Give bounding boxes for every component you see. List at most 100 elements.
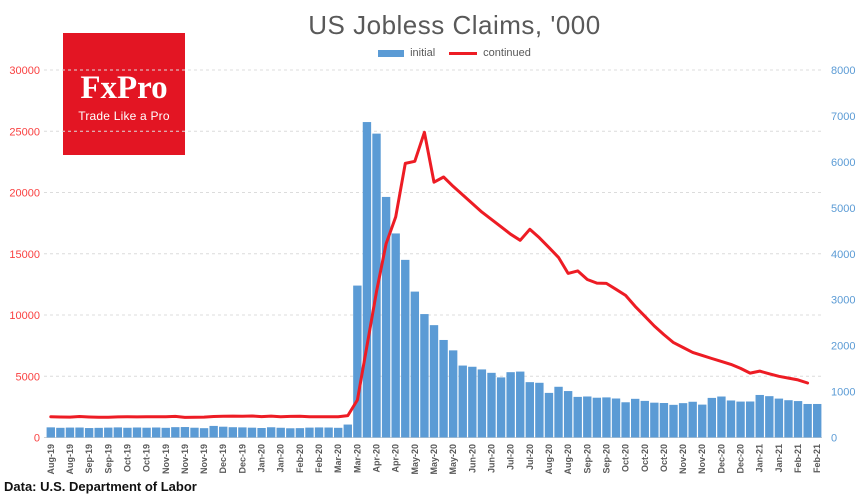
bar-initial	[448, 350, 458, 438]
right-axis-tick-label: 2000	[831, 341, 855, 353]
bar-initial	[113, 427, 123, 438]
bar-initial	[640, 400, 649, 438]
bar-initial	[228, 427, 237, 438]
bar-initial	[563, 391, 573, 438]
bar-initial	[525, 382, 534, 438]
fxpro-logo: FxPro Trade Like a Pro	[63, 33, 185, 155]
bar-initial	[286, 428, 295, 438]
x-tick-label: Nov-20	[697, 444, 707, 474]
bar-initial	[736, 401, 745, 438]
right-axis-tick-label: 3000	[831, 295, 855, 307]
x-tick-label: Jan-20	[257, 444, 267, 473]
bar-initial	[84, 428, 94, 438]
x-tick-label: Nov-19	[161, 444, 171, 474]
bar-initial	[496, 377, 506, 438]
bar-initial	[190, 427, 199, 438]
bar-initial	[650, 402, 659, 438]
bar-initial	[391, 233, 400, 438]
bar-initial	[104, 427, 113, 438]
bar-initial	[621, 402, 630, 438]
legend-label-initial: initial	[410, 47, 436, 59]
bar-initial	[506, 372, 515, 438]
bar-initial	[717, 396, 726, 438]
bar-initial	[305, 427, 314, 438]
x-tick-label: Mar-20	[333, 444, 343, 473]
bar-initial	[209, 425, 218, 438]
chart-legend: initial continued	[50, 47, 859, 59]
right-axis-tick-label: 1000	[831, 387, 855, 399]
bar-initial	[516, 371, 525, 438]
bar-initial	[334, 427, 343, 438]
line-continued	[49, 130, 810, 419]
x-tick-label: Nov-19	[180, 444, 190, 474]
left-axis-tick-label: 5000	[16, 371, 40, 383]
x-tick-label: Aug-20	[544, 444, 554, 475]
x-tick-label: Feb-20	[295, 444, 305, 473]
bar-initial	[257, 427, 266, 438]
bar-initial	[487, 372, 496, 438]
bar-initial	[401, 259, 410, 438]
bar-initial	[554, 386, 563, 438]
bar-swatch-icon	[378, 49, 405, 57]
right-axis-tick-label: 8000	[831, 65, 855, 77]
bar-initial	[324, 427, 333, 438]
bar-initial	[602, 397, 611, 438]
x-tick-label: May-20	[429, 444, 439, 475]
x-tick-label: Aug-20	[563, 444, 573, 475]
x-tick-label: Apr-20	[372, 444, 382, 473]
bar-initial	[247, 427, 257, 438]
left-axis-tick-label: 0	[34, 433, 40, 445]
x-tick-label: Oct-20	[640, 444, 650, 472]
line-swatch-icon	[449, 51, 478, 55]
x-tick-label: Jan-20	[276, 444, 286, 473]
bar-initial	[813, 403, 822, 438]
x-tick-label: Apr-20	[391, 444, 401, 473]
bar-initial	[314, 427, 324, 438]
bar-initial	[793, 401, 803, 438]
bar-initial	[46, 427, 55, 438]
bar-initial	[56, 427, 65, 438]
bar-initial	[132, 427, 142, 438]
bar-initial	[458, 365, 467, 438]
x-tick-label: Aug-19	[46, 444, 56, 475]
x-tick-label: Oct-20	[621, 444, 631, 472]
bar-initial	[611, 398, 621, 438]
bar-initial	[765, 396, 774, 438]
bar-initial	[353, 285, 362, 438]
bar-initial	[276, 427, 285, 438]
right-axis-tick-label: 5000	[831, 203, 855, 215]
bar-initial	[544, 392, 554, 438]
bar-initial	[468, 366, 477, 438]
bar-initial	[592, 397, 602, 438]
right-axis-tick-label: 0	[831, 433, 837, 445]
bar-initial	[688, 401, 697, 438]
bar-initial	[238, 427, 247, 438]
left-axis-tick-label: 20000	[9, 188, 40, 200]
bar-initial	[698, 404, 707, 438]
x-tick-label: Nov-20	[678, 444, 688, 474]
bar-initial	[439, 339, 448, 438]
bar-initial	[75, 427, 84, 438]
x-tick-label: Sep-20	[601, 444, 611, 474]
bar-initial	[94, 427, 103, 438]
bar-initial	[180, 427, 190, 438]
x-tick-label: Nov-19	[199, 444, 209, 474]
right-axis-tick-label: 4000	[831, 249, 855, 261]
x-tick-label: May-20	[410, 444, 420, 475]
left-axis-tick-label: 15000	[9, 249, 40, 261]
bar-initial	[295, 428, 305, 438]
bar-initial	[410, 291, 420, 438]
bar-initial	[669, 404, 678, 438]
x-tick-label: Sep-19	[103, 444, 113, 474]
x-tick-label: Jun-20	[467, 444, 477, 473]
bar-initial	[726, 400, 736, 438]
left-axis-tick-label: 25000	[9, 126, 40, 138]
bar-initial	[745, 401, 755, 438]
bar-initial	[420, 314, 429, 438]
x-tick-label: Sep-20	[582, 444, 592, 474]
bar-initial	[142, 427, 151, 438]
bar-initial	[631, 398, 640, 438]
x-tick-label: Mar-20	[352, 444, 362, 473]
bar-initial	[161, 427, 170, 438]
